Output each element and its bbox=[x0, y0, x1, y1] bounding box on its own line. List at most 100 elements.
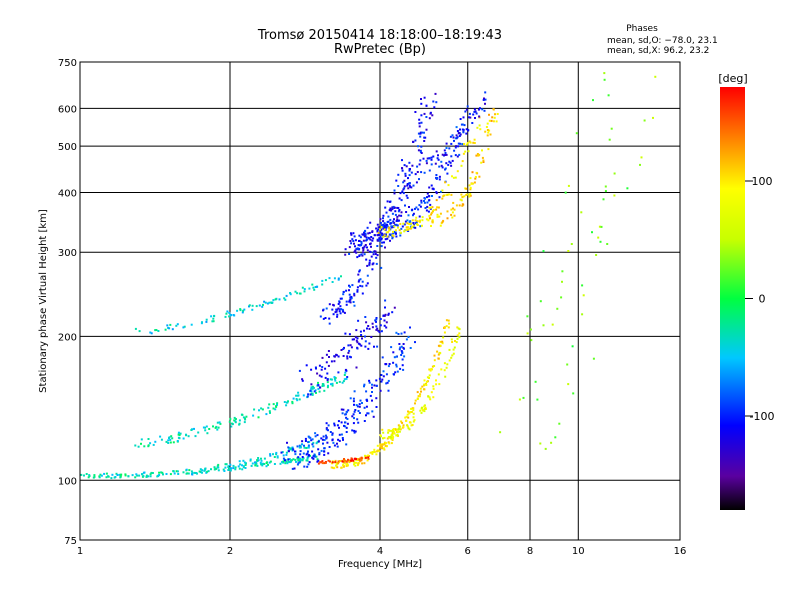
data-point bbox=[177, 431, 180, 434]
data-point bbox=[378, 233, 380, 235]
data-point bbox=[496, 113, 499, 115]
data-point bbox=[322, 442, 324, 445]
data-point bbox=[433, 354, 436, 357]
data-point bbox=[349, 301, 352, 304]
data-point bbox=[241, 311, 244, 314]
data-point bbox=[414, 139, 417, 142]
data-point bbox=[468, 112, 471, 115]
data-point bbox=[239, 463, 242, 466]
data-point bbox=[410, 411, 413, 413]
data-point bbox=[451, 211, 454, 214]
data-point bbox=[445, 193, 448, 196]
data-point bbox=[311, 387, 314, 390]
data-point bbox=[472, 141, 475, 144]
data-point bbox=[178, 434, 181, 436]
data-point bbox=[483, 109, 486, 112]
data-point bbox=[581, 313, 584, 316]
data-point bbox=[452, 348, 455, 351]
data-point bbox=[341, 381, 344, 384]
data-point bbox=[259, 461, 262, 464]
data-point bbox=[394, 229, 397, 232]
data-point bbox=[363, 462, 366, 465]
data-point bbox=[342, 408, 345, 411]
data-point bbox=[393, 218, 395, 221]
data-point bbox=[287, 460, 290, 463]
data-point bbox=[394, 210, 397, 213]
data-point bbox=[397, 333, 400, 335]
data-point bbox=[307, 450, 309, 453]
data-point bbox=[386, 224, 389, 226]
data-point bbox=[379, 218, 382, 221]
data-point bbox=[389, 218, 392, 221]
data-point bbox=[233, 416, 236, 419]
data-point bbox=[575, 132, 578, 135]
data-point bbox=[393, 356, 396, 359]
data-point bbox=[401, 225, 404, 228]
data-point bbox=[353, 417, 355, 420]
data-point bbox=[150, 471, 153, 474]
data-point bbox=[303, 288, 306, 291]
data-point bbox=[335, 381, 338, 384]
data-point bbox=[386, 237, 389, 240]
data-point bbox=[353, 292, 356, 295]
data-point bbox=[323, 447, 326, 450]
data-point bbox=[361, 402, 363, 404]
data-point bbox=[457, 142, 460, 145]
data-point bbox=[346, 422, 349, 425]
data-point bbox=[355, 329, 358, 332]
colorbar-tick-label: 0 bbox=[759, 293, 766, 306]
data-point bbox=[551, 323, 554, 326]
data-point bbox=[470, 182, 473, 185]
data-point bbox=[168, 436, 171, 439]
data-point bbox=[364, 456, 367, 459]
data-point bbox=[336, 445, 339, 448]
data-point bbox=[201, 469, 204, 472]
data-point bbox=[358, 269, 361, 272]
data-point bbox=[348, 349, 351, 352]
data-point bbox=[348, 246, 351, 249]
data-point bbox=[400, 354, 403, 356]
data-point bbox=[263, 463, 266, 465]
data-point bbox=[420, 114, 423, 117]
data-point bbox=[423, 200, 425, 202]
data-point bbox=[361, 462, 364, 465]
data-point bbox=[302, 394, 305, 397]
data-point bbox=[387, 379, 390, 382]
data-point bbox=[379, 324, 382, 327]
data-point bbox=[397, 173, 400, 176]
data-point bbox=[215, 467, 218, 470]
data-point bbox=[327, 429, 329, 432]
data-point bbox=[324, 279, 327, 282]
data-point bbox=[318, 453, 321, 456]
data-point bbox=[380, 380, 383, 383]
data-point bbox=[600, 225, 603, 228]
data-point bbox=[364, 316, 367, 318]
data-point bbox=[256, 464, 259, 467]
data-point bbox=[291, 402, 294, 405]
data-point bbox=[392, 220, 395, 223]
data-point bbox=[349, 397, 352, 400]
data-point bbox=[450, 193, 453, 196]
data-point bbox=[406, 222, 409, 225]
data-point bbox=[380, 266, 383, 269]
colorbar-label: [deg] bbox=[718, 72, 747, 85]
data-point bbox=[424, 197, 426, 200]
data-point bbox=[308, 436, 311, 439]
data-point bbox=[332, 303, 335, 306]
data-point bbox=[353, 461, 356, 464]
data-point bbox=[454, 340, 456, 342]
data-point bbox=[296, 399, 299, 402]
data-point bbox=[412, 409, 415, 412]
data-point bbox=[358, 343, 361, 346]
data-point bbox=[355, 251, 358, 254]
data-point bbox=[341, 460, 344, 463]
data-point bbox=[285, 401, 288, 404]
data-point bbox=[223, 470, 226, 472]
data-point bbox=[397, 424, 400, 427]
data-point bbox=[408, 161, 411, 164]
data-point bbox=[314, 286, 317, 288]
data-point bbox=[331, 281, 334, 283]
data-point bbox=[415, 181, 418, 184]
data-point bbox=[445, 153, 448, 156]
data-point bbox=[366, 459, 369, 462]
